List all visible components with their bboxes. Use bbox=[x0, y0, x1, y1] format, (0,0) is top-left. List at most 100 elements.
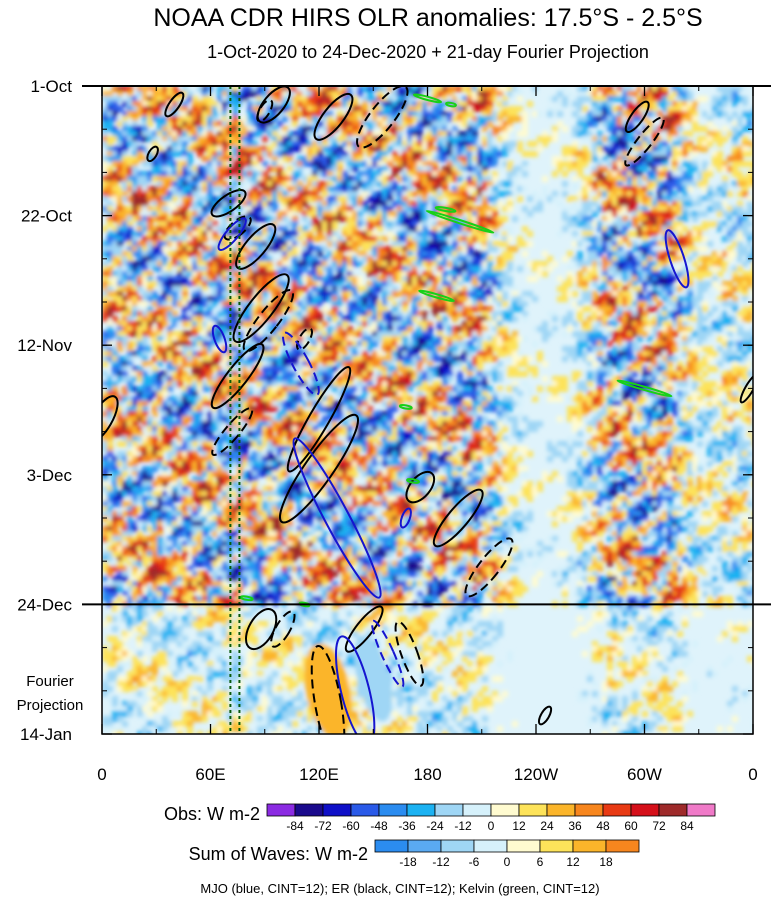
heatmap-cell bbox=[682, 136, 688, 142]
heatmap-cell bbox=[452, 156, 458, 162]
heatmap-cell bbox=[417, 276, 423, 282]
heatmap-cell bbox=[212, 146, 218, 152]
heatmap-cell bbox=[137, 271, 143, 277]
heatmap-cell bbox=[117, 266, 123, 272]
heatmap-cell bbox=[387, 226, 393, 232]
heatmap-cell bbox=[637, 216, 643, 222]
heatmap-cell bbox=[182, 191, 188, 197]
heatmap-cell bbox=[292, 146, 298, 152]
heatmap-cell bbox=[497, 116, 503, 122]
heatmap-cell bbox=[602, 236, 608, 242]
heatmap-cell bbox=[157, 156, 163, 162]
heatmap-cell bbox=[362, 251, 368, 257]
heatmap-cell bbox=[592, 331, 598, 337]
heatmap-cell bbox=[402, 291, 408, 297]
heatmap-cell bbox=[587, 306, 593, 312]
heatmap-cell bbox=[657, 191, 663, 197]
heatmap-cell bbox=[187, 241, 193, 247]
heatmap-cell bbox=[117, 116, 123, 122]
heatmap-cell bbox=[232, 136, 238, 142]
heatmap-cell bbox=[222, 111, 228, 117]
heatmap-cell bbox=[597, 141, 603, 147]
heatmap-cell bbox=[722, 111, 728, 117]
heatmap-cell bbox=[597, 266, 603, 272]
heatmap-cell bbox=[632, 151, 638, 157]
heatmap-cell bbox=[637, 256, 643, 262]
heatmap-cell bbox=[352, 241, 358, 247]
heatmap-cell bbox=[712, 251, 718, 257]
heatmap-cell bbox=[542, 141, 548, 147]
heatmap-cell bbox=[442, 201, 448, 207]
heatmap-cell bbox=[237, 171, 243, 177]
heatmap-cell bbox=[652, 101, 658, 107]
heatmap-cell bbox=[312, 221, 318, 227]
heatmap-cell bbox=[382, 296, 388, 302]
heatmap-cell bbox=[332, 276, 338, 282]
heatmap-cell bbox=[707, 326, 713, 332]
heatmap-cell bbox=[497, 276, 503, 282]
heatmap-cell bbox=[507, 316, 513, 322]
heatmap-cell bbox=[642, 311, 648, 317]
heatmap-cell bbox=[467, 106, 473, 112]
heatmap-cell bbox=[607, 91, 613, 97]
heatmap-cell bbox=[652, 331, 658, 337]
heatmap-cell bbox=[262, 161, 268, 167]
heatmap-cell bbox=[497, 331, 503, 337]
heatmap-cell bbox=[347, 86, 353, 92]
heatmap-cell bbox=[572, 231, 578, 237]
heatmap-cell bbox=[152, 161, 158, 167]
heatmap-cell bbox=[127, 106, 133, 112]
heatmap-cell bbox=[517, 306, 523, 312]
heatmap-cell bbox=[352, 181, 358, 187]
heatmap-cell bbox=[502, 251, 508, 257]
heatmap-cell bbox=[227, 291, 233, 297]
heatmap-cell bbox=[177, 236, 183, 242]
heatmap-cell bbox=[372, 136, 378, 142]
heatmap-cell bbox=[302, 321, 308, 327]
heatmap-cell bbox=[532, 151, 538, 157]
heatmap-cell bbox=[102, 281, 108, 287]
heatmap-cell bbox=[717, 186, 723, 192]
heatmap-cell bbox=[157, 326, 163, 332]
heatmap-cell bbox=[312, 261, 318, 267]
heatmap-cell bbox=[137, 156, 143, 162]
heatmap-cell bbox=[627, 131, 633, 137]
heatmap-cell bbox=[682, 181, 688, 187]
heatmap-cell bbox=[747, 276, 753, 282]
heatmap-cell bbox=[372, 286, 378, 292]
heatmap-cell bbox=[357, 161, 363, 167]
heatmap-cell bbox=[352, 186, 358, 192]
heatmap-cell bbox=[147, 176, 153, 182]
heatmap-cell bbox=[307, 246, 313, 252]
heatmap-cell bbox=[427, 166, 433, 172]
heatmap-cell bbox=[577, 271, 583, 277]
heatmap-cell bbox=[232, 251, 238, 257]
heatmap-cell bbox=[502, 316, 508, 322]
heatmap-cell bbox=[602, 221, 608, 227]
heatmap-cell bbox=[187, 166, 193, 172]
heatmap-cell bbox=[172, 196, 178, 202]
heatmap-cell bbox=[657, 261, 663, 267]
heatmap-cell bbox=[482, 291, 488, 297]
heatmap-cell bbox=[232, 116, 238, 122]
heatmap-cell bbox=[147, 281, 153, 287]
heatmap-cell bbox=[392, 286, 398, 292]
heatmap-cell bbox=[492, 331, 498, 337]
heatmap-cell bbox=[452, 241, 458, 247]
heatmap-cell bbox=[577, 86, 583, 92]
heatmap-cell bbox=[122, 151, 128, 157]
heatmap-cell bbox=[412, 171, 418, 177]
heatmap-cell bbox=[107, 291, 113, 297]
heatmap-cell bbox=[222, 271, 228, 277]
heatmap-cell bbox=[367, 316, 373, 322]
heatmap-cell bbox=[117, 246, 123, 252]
heatmap-cell bbox=[582, 326, 588, 332]
heatmap-cell bbox=[192, 301, 198, 307]
heatmap-cell bbox=[547, 106, 553, 112]
heatmap-cell bbox=[507, 126, 513, 132]
heatmap-cell bbox=[307, 331, 313, 337]
heatmap-cell bbox=[107, 91, 113, 97]
heatmap-cell bbox=[262, 286, 268, 292]
heatmap-cell bbox=[157, 276, 163, 282]
heatmap-cell bbox=[422, 261, 428, 267]
